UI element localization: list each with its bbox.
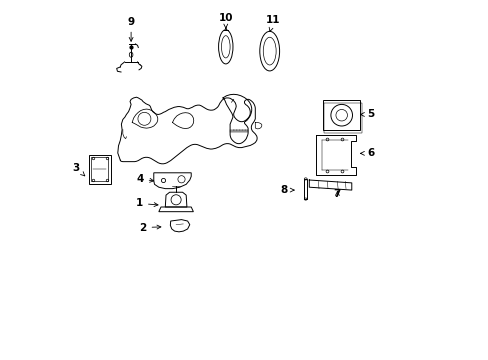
Text: 3: 3 — [72, 163, 84, 176]
Bar — [322, 100, 360, 130]
Bar — [89, 155, 110, 184]
Text: 9: 9 — [127, 17, 134, 41]
Text: 10: 10 — [218, 13, 233, 28]
Text: 5: 5 — [360, 109, 373, 120]
Text: 11: 11 — [265, 15, 280, 32]
Text: 8: 8 — [280, 185, 293, 195]
Bar — [324, 103, 361, 133]
Text: 1: 1 — [136, 198, 158, 208]
Text: 6: 6 — [360, 148, 373, 158]
Bar — [91, 157, 108, 181]
Text: 2: 2 — [139, 222, 161, 233]
Text: 4: 4 — [136, 174, 153, 184]
Text: 7: 7 — [333, 189, 340, 199]
